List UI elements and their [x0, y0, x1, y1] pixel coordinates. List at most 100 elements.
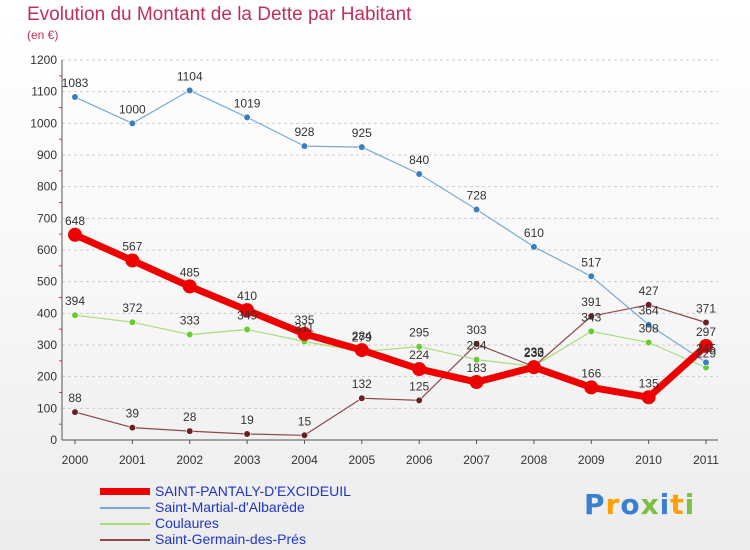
data-point	[645, 321, 653, 329]
data-label: 135	[639, 376, 659, 390]
data-label: 311	[295, 321, 314, 335]
data-point	[354, 343, 369, 358]
data-point	[584, 380, 599, 395]
data-label: 132	[352, 377, 372, 391]
x-tick-label: 2011	[693, 453, 719, 467]
x-tick-label: 2008	[521, 453, 548, 467]
data-label: 410	[237, 289, 257, 303]
data-label: 284	[352, 329, 372, 343]
data-label: 245	[696, 341, 716, 355]
logo-letter: i	[659, 488, 671, 521]
data-label: 925	[352, 126, 372, 140]
data-label: 648	[65, 214, 85, 228]
unit-label: (en €)	[27, 28, 59, 42]
series-line	[74, 304, 707, 436]
data-label: 1000	[119, 102, 146, 116]
data-point	[243, 113, 251, 121]
data-point	[243, 325, 251, 334]
data-label: 88	[68, 391, 82, 405]
legend-label: Saint-Martial-d'Albarède	[155, 499, 305, 515]
data-label: 28	[183, 410, 197, 424]
legend-swatch	[100, 507, 150, 509]
data-label: 928	[294, 125, 314, 139]
series-points	[68, 86, 713, 439]
logo-letter: o	[620, 488, 641, 521]
data-point	[702, 358, 710, 367]
axis-layer: 0 100 200 300 400 500 600 700 800 900 1000 1100 1200…	[30, 53, 719, 467]
data-label: 840	[409, 153, 429, 167]
logo-letter: t	[670, 488, 685, 521]
y-tick-label: 600	[37, 243, 57, 257]
data-point	[526, 360, 541, 375]
y-tick-label: 1000	[30, 116, 57, 130]
logo-letter: P	[584, 488, 606, 521]
legend-label: Coulaures	[155, 515, 219, 531]
data-label: 303	[467, 323, 487, 337]
data-point	[128, 318, 136, 326]
data-label: 1019	[234, 96, 261, 110]
data-point	[415, 342, 423, 351]
data-point	[587, 327, 595, 335]
data-label: 233	[524, 345, 544, 359]
x-tick-label: 2002	[176, 453, 203, 467]
data-point	[587, 272, 595, 280]
data-point	[699, 338, 713, 353]
data-label: 279	[352, 331, 372, 345]
series-line	[74, 314, 707, 369]
data-label: 295	[409, 326, 429, 340]
data-point	[587, 312, 595, 320]
data-point	[186, 427, 194, 435]
data-point	[645, 338, 653, 347]
data-point	[300, 142, 309, 150]
x-tick-label: 2001	[119, 453, 146, 467]
x-tick-label: 2006	[406, 453, 433, 467]
data-point	[300, 431, 309, 439]
y-tick-label: 800	[37, 180, 57, 194]
data-point	[128, 119, 136, 127]
data-label: 15	[298, 414, 312, 428]
data-label: 166	[581, 366, 601, 380]
y-tick-label: 900	[37, 148, 57, 162]
y-tick-label: 300	[37, 338, 57, 352]
data-point	[186, 330, 194, 339]
line-chart: 0 100 200 300 400 500 600 700 800 900 1000 1100 1200…	[30, 53, 719, 467]
data-label: 427	[639, 284, 659, 298]
data-point	[358, 394, 366, 402]
data-point	[186, 86, 194, 94]
x-tick-label: 2010	[635, 453, 662, 467]
data-label: 567	[122, 239, 142, 253]
data-point	[412, 362, 427, 377]
data-point	[71, 93, 79, 101]
x-tick-label: 2009	[578, 453, 605, 467]
data-point	[415, 170, 423, 178]
data-point	[297, 326, 312, 341]
data-point	[358, 143, 366, 151]
x-tick-label: 2005	[348, 453, 375, 467]
data-point	[415, 396, 423, 405]
data-label: 610	[524, 226, 544, 240]
data-label: 230	[524, 346, 544, 360]
data-label: 485	[180, 265, 200, 279]
data-point	[472, 205, 481, 214]
data-label: 224	[409, 348, 429, 362]
x-tick-label: 2007	[463, 453, 490, 467]
y-tick-label: 1100	[31, 85, 57, 99]
data-label: 308	[639, 321, 659, 335]
data-label: 1104	[177, 69, 203, 83]
data-label: 728	[467, 188, 487, 202]
logo-letter: r	[605, 488, 621, 521]
series-line	[71, 231, 710, 401]
data-point	[240, 303, 255, 318]
y-tick-label: 0	[50, 433, 57, 447]
data-label: 335	[294, 313, 314, 327]
x-tick-label: 2003	[234, 453, 261, 467]
y-tick-label: 200	[37, 370, 57, 384]
series-lines	[71, 89, 710, 436]
y-tick-label: 1200	[30, 53, 57, 67]
data-point	[68, 227, 82, 242]
data-point	[128, 424, 136, 432]
data-labels: 394 372 333 349 311 279 295 254 233 343 308 229 1083…	[62, 69, 717, 428]
data-point	[71, 311, 79, 319]
chart-title: Evolution du Montant de la Dette par Hab…	[27, 4, 412, 25]
data-point	[472, 355, 481, 364]
